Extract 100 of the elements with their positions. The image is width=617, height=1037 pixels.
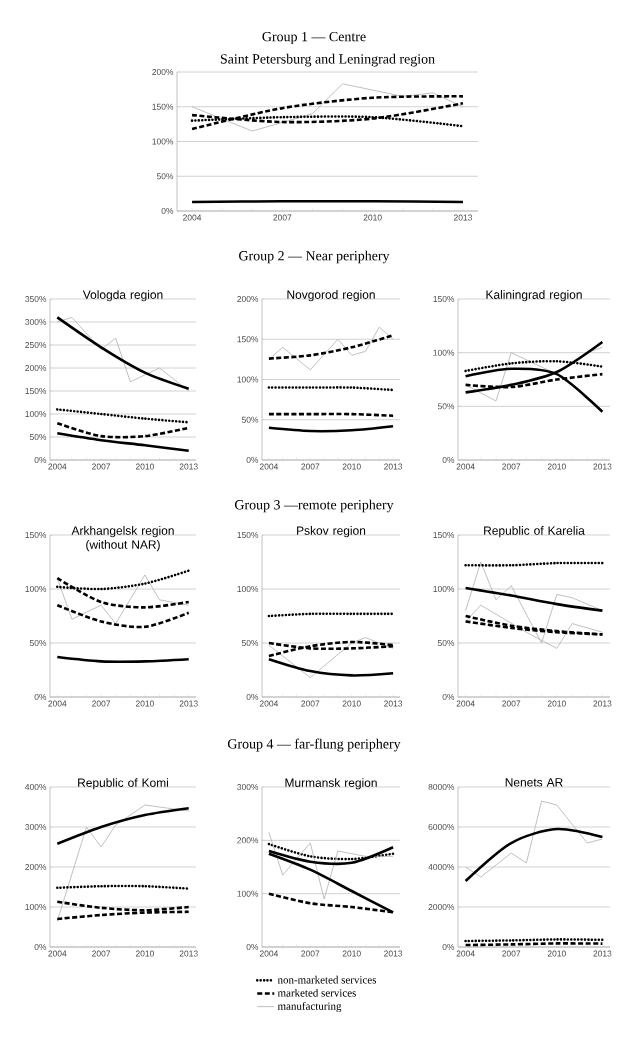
legend-label: marketed services — [277, 988, 356, 997]
x-tick-label: 2010 — [342, 950, 361, 957]
chart-title: Kaliningrad region — [486, 290, 582, 302]
y-tick-label: 100% — [237, 890, 259, 897]
y-tick-label: 200% — [25, 864, 47, 871]
chart-title: Murmansk region — [285, 778, 377, 790]
y-tick-label: 0% — [34, 457, 47, 464]
x-tick-label: 2010 — [342, 700, 361, 707]
x-tick-label: 2004 — [259, 463, 279, 470]
y-tick-label: 300% — [25, 824, 47, 831]
chart-title: Nenets AR — [505, 778, 563, 787]
text: Group 3 —remote periphery — [234, 499, 394, 513]
chart-title: Vologda region — [82, 290, 163, 302]
y-tick-label: 50% — [156, 173, 174, 180]
x-tick-label: 2010 — [135, 950, 154, 957]
chart-title: Republic of Karelia — [484, 526, 585, 538]
x-tick-label: 2013 — [593, 950, 612, 957]
y-tick-label: 0% — [34, 694, 47, 701]
x-tick-label: 2010 — [135, 463, 154, 470]
y-tick-label: 0% — [246, 457, 259, 464]
y-tick-label: 200% — [25, 365, 47, 372]
x-tick-label: 2013 — [593, 463, 612, 470]
x-tick-label: 2007 — [92, 950, 111, 957]
x-tick-label: 2013 — [593, 700, 612, 707]
x-tick-label: 2010 — [547, 700, 566, 707]
y-tick-label: 200% — [152, 69, 174, 76]
x-tick-label: 2013 — [179, 463, 198, 470]
y-tick-label: 300% — [25, 319, 47, 326]
y-tick-label: 50% — [241, 416, 259, 423]
y-tick-label: 0% — [442, 944, 455, 951]
y-tick-label: 100% — [25, 586, 47, 593]
y-tick-label: 50% — [437, 640, 455, 647]
x-tick-label: 2013 — [179, 950, 198, 957]
y-tick-label: 0% — [246, 944, 259, 951]
x-tick-label: 2004 — [48, 950, 67, 957]
y-tick-label: 250% — [25, 342, 47, 349]
y-tick-label: 150% — [152, 103, 174, 110]
y-tick-label: 200% — [237, 296, 259, 303]
y-tick-label: 150% — [25, 388, 47, 395]
y-tick-label: 4000% — [428, 864, 455, 871]
text: Group 1 — Centre — [262, 31, 366, 45]
x-tick-label: 2013 — [384, 950, 403, 957]
x-tick-label: 2007 — [502, 950, 521, 957]
y-tick-label: 100% — [25, 904, 47, 911]
x-tick-label: 2010 — [135, 700, 154, 707]
x-tick-label: 2007 — [502, 700, 521, 707]
x-tick-label: 2004 — [48, 463, 67, 470]
y-tick-label: 350% — [25, 296, 47, 303]
chart-title: Saint Petersburg and Leningrad region — [220, 53, 435, 67]
legend-label: manufacturing — [277, 1002, 342, 1013]
x-tick-label: 2010 — [342, 463, 361, 470]
chart-title: Pskov region — [297, 526, 366, 538]
x-tick-label: 2004 — [48, 700, 67, 707]
x-tick-label: 2007 — [301, 700, 320, 707]
x-tick-label: 2007 — [502, 463, 521, 470]
y-tick-label: 150% — [433, 532, 455, 539]
x-tick-label: 2013 — [384, 463, 403, 470]
y-tick-label: 150% — [237, 336, 259, 343]
x-tick-label: 2004 — [456, 463, 475, 470]
y-tick-label: 150% — [237, 532, 259, 539]
x-tick-label: 2007 — [273, 214, 292, 221]
x-tick-label: 2013 — [384, 700, 403, 707]
x-tick-label: 2013 — [179, 700, 198, 707]
x-tick-label: 2010 — [547, 950, 566, 957]
x-tick-label: 2004 — [456, 700, 475, 707]
x-tick-label: 2004 — [259, 700, 279, 707]
y-tick-label: 100% — [433, 586, 455, 593]
y-tick-label: 50% — [29, 434, 47, 441]
y-tick-label: 0% — [34, 944, 47, 951]
text: Group 2 — Near periphery — [239, 250, 390, 264]
y-tick-label: 0% — [442, 457, 455, 464]
x-tick-label: 2007 — [301, 463, 320, 470]
y-tick-label: 6000% — [428, 824, 455, 831]
chart-title: Arkhangelsk region (without NAR) — [71, 526, 174, 552]
y-tick-label: 0% — [442, 694, 455, 701]
chart-title: Novgorod region — [287, 290, 375, 302]
y-tick-label: 100% — [25, 411, 47, 418]
x-tick-label: 2010 — [547, 463, 566, 470]
x-tick-label: 2004 — [456, 950, 475, 957]
y-tick-label: 50% — [29, 640, 47, 647]
y-tick-label: 2000% — [428, 904, 455, 911]
y-tick-label: 150% — [433, 296, 455, 303]
y-tick-label: 100% — [152, 138, 174, 145]
y-tick-label: 0% — [246, 694, 259, 701]
y-tick-label: 0% — [161, 208, 174, 215]
legend-label: non-marketed services — [277, 975, 377, 984]
y-tick-label: 200% — [237, 837, 259, 844]
y-tick-label: 100% — [433, 349, 455, 356]
x-tick-label: 2007 — [301, 950, 320, 957]
y-tick-label: 100% — [237, 586, 259, 593]
y-tick-label: 50% — [437, 403, 455, 410]
y-tick-label: 400% — [25, 784, 47, 791]
x-tick-label: 2007 — [92, 700, 111, 707]
y-tick-label: 100% — [237, 376, 259, 383]
x-tick-label: 2013 — [453, 214, 472, 221]
chart-title: Republic of Komi — [78, 778, 169, 790]
y-tick-label: 8000% — [428, 784, 455, 791]
y-tick-label: 300% — [237, 784, 259, 791]
y-tick-label: 50% — [241, 640, 259, 647]
x-tick-label: 2007 — [92, 463, 111, 470]
